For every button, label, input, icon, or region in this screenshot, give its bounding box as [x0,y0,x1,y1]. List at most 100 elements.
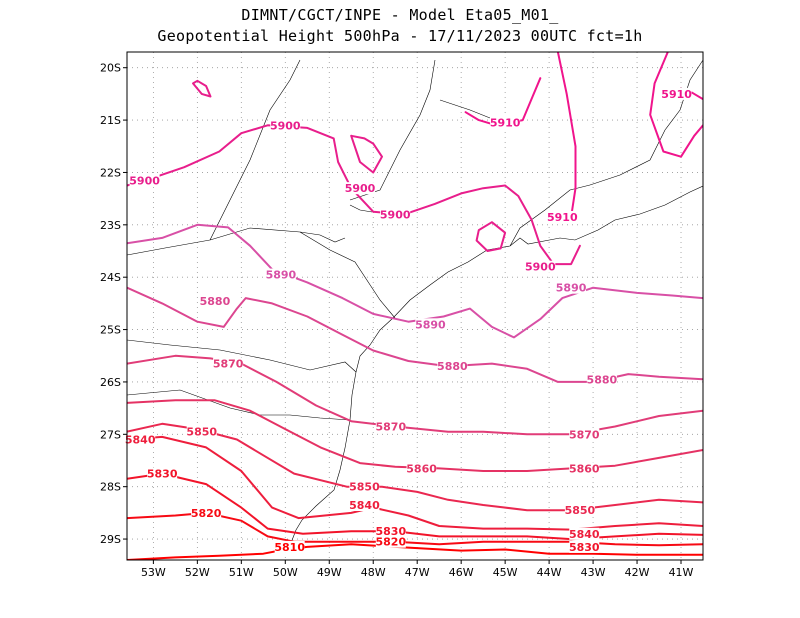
contour-5860 [127,399,703,472]
contour-label-5900: 5900 [345,182,376,195]
border-sp-rj [509,184,591,247]
contour-5900 [475,221,507,252]
contour-label-bg [375,535,406,548]
contour-label-bg [490,116,521,129]
contour-label-5870: 5870 [569,428,600,441]
border-ms-sp [209,59,301,241]
x-tick-label: 43W [581,566,606,579]
contour-label-bg [569,462,600,475]
x-tick-label: 45W [493,566,518,579]
contour-label-5890: 5890 [266,269,297,282]
coastline [288,185,703,549]
coastline-and-borders [127,59,703,549]
contour-labels: 5810582058205830583058305840584058405850… [125,87,692,554]
contour-label-bg [213,357,244,370]
grid-lines [127,52,703,560]
contour-label-bg [375,420,406,433]
y-tick-label: 23S [100,219,121,232]
x-tick-label: 49W [317,566,342,579]
contour-label-5850: 5850 [186,426,217,439]
contour-label-5900: 5900 [270,119,301,132]
border-ms-pr [127,239,211,256]
y-tick-label: 25S [100,324,121,337]
contour-label-5910: 5910 [661,88,692,101]
y-tick-label: 20S [100,62,121,75]
contour-label-bg [265,268,296,281]
contour-label-5850: 5850 [565,504,596,517]
river-parana [299,231,346,243]
contour-label-bg [547,210,578,223]
contour-label-5880: 5880 [437,360,468,373]
contour-label-bg [349,480,380,493]
contour-5810 [127,543,703,560]
x-tick-label: 42W [625,566,650,579]
map-title-line1: DIMNT/CGCT/INPE - Model Eta05_M01_ [241,6,559,24]
contour-label-bg [569,428,600,441]
border-pr-sp [209,227,396,319]
contour-label-5900: 5900 [380,208,411,221]
contour-label-5860: 5860 [406,462,437,475]
contour-label-bg [375,525,406,538]
x-tick-label: 47W [405,566,430,579]
contour-label-5810: 5810 [274,541,305,554]
border-sp-mg [349,59,436,201]
contour-label-bg [274,540,305,553]
map-title-line2: Geopotential Height 500hPa - 17/11/2023 … [157,27,643,45]
x-tick-label: 46W [449,566,474,579]
contour-label-bg [569,540,600,553]
contour-label-5900: 5900 [129,174,160,187]
contour-label-5860: 5860 [569,462,600,475]
y-axis-ticks: 20S 21S 22S 23S 24S 25S 26S 27S 28S 29S [100,62,127,546]
contour-label-5830: 5830 [569,541,600,554]
contour-label-5820: 5820 [376,536,407,549]
contour-label-5910: 5910 [547,211,578,224]
contour-label-bg [186,425,217,438]
border-sc-pr [127,339,357,373]
x-tick-label: 48W [361,566,386,579]
contour-label-bg [569,527,600,540]
contour-label-5840: 5840 [569,528,600,541]
x-tick-label: 52W [185,566,210,579]
contour-label-5890: 5890 [556,282,587,295]
plot-frame [126,51,704,561]
contour-label-5840: 5840 [349,499,380,512]
contour-5840 [127,435,703,531]
contour-label-5880: 5880 [200,295,231,308]
contour-label-bg [437,360,468,373]
contour-label-5820: 5820 [191,507,222,520]
y-tick-label: 22S [100,166,121,179]
contour-label-bg [349,499,380,512]
x-axis-ticks: 53W 52W 51W 50W 49W 48W 47W 46W 45W 44W 43W 42W 41W [141,560,694,579]
contour-label-5890: 5890 [415,318,446,331]
y-tick-label: 21S [100,114,121,127]
contour-label-bg [525,260,556,273]
contour-label-5830: 5830 [147,468,178,481]
x-tick-label: 53W [141,566,166,579]
river-tiete [349,204,373,213]
contour-label-5900: 5900 [525,261,556,274]
contour-label-5840: 5840 [125,434,156,447]
contour-label-5910: 5910 [490,117,521,130]
border-mg-rj-es [589,59,703,186]
contour-label-bg [406,462,437,475]
contour-label-bg [191,506,222,519]
x-tick-label: 41W [669,566,694,579]
y-tick-label: 29S [100,533,121,546]
contour-label-5830: 5830 [376,525,407,538]
contour-label-5870: 5870 [376,420,407,433]
contour-label-bg [270,119,301,132]
x-tick-label: 44W [537,566,562,579]
contour-5900 [350,134,383,174]
contour-5910 [556,52,577,218]
contour-label-bg [380,208,411,221]
y-tick-label: 27S [100,428,121,441]
contour-label-5850: 5850 [349,481,380,494]
y-tick-label: 26S [100,376,121,389]
contour-label-bg [661,87,692,100]
contour-label-bg [345,182,376,195]
contour-label-5880: 5880 [587,373,618,386]
contour-label-bg [415,318,446,331]
contour-5900 [192,79,212,98]
contour-label-bg [125,433,156,446]
